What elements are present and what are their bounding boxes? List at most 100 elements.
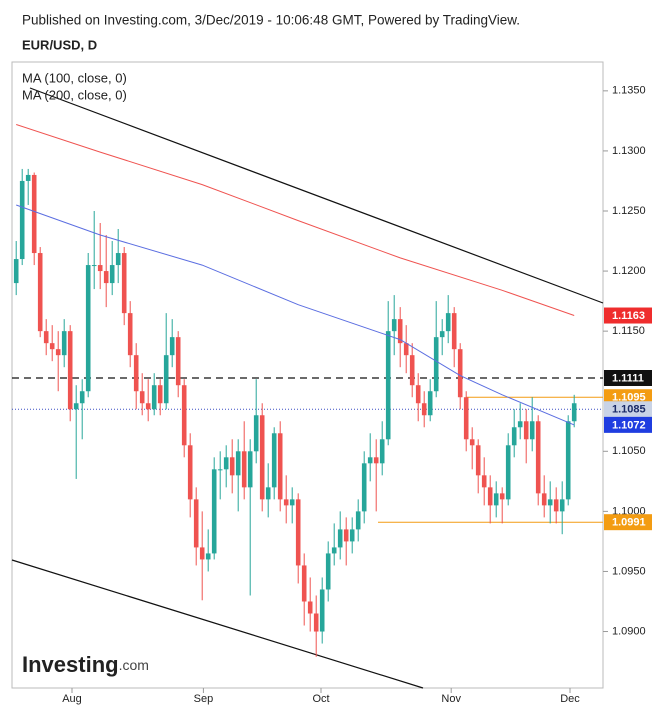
logo-suffix: .com [119, 657, 149, 673]
legend-entry: MA (100, close, 0) [22, 70, 127, 85]
candle-body [31, 174, 37, 254]
candle-body [385, 331, 391, 440]
candle-body [307, 601, 313, 614]
candle-body [25, 174, 31, 181]
candle-body [91, 265, 97, 267]
candle-body [337, 529, 343, 548]
x-tick-label: Oct [312, 693, 329, 705]
candle-body [241, 451, 247, 488]
price-label-box [604, 307, 652, 324]
trend-line [29, 87, 604, 304]
candle-body [283, 499, 289, 506]
candle-body [361, 463, 367, 512]
candle-body [121, 253, 127, 314]
candle-body [163, 355, 169, 404]
candle-body [523, 421, 529, 440]
candle-body [379, 439, 385, 464]
y-tick-label: 1.1350 [612, 85, 646, 97]
y-tick-label: 1.1300 [612, 145, 646, 157]
candle-body [529, 421, 535, 440]
candle-body [313, 613, 319, 632]
candle-body [553, 499, 559, 512]
candle-body [253, 415, 259, 452]
candle-body [325, 553, 331, 590]
candle-body [451, 313, 457, 350]
candle-body [79, 391, 85, 404]
candle-body [265, 487, 271, 500]
candle-body [535, 421, 541, 494]
price-label-box [604, 401, 652, 418]
candle-body [259, 415, 265, 500]
candle-body [469, 439, 475, 446]
candle-body [55, 349, 61, 356]
candle-body [157, 385, 163, 404]
candle-body [139, 391, 145, 404]
candle-body [559, 499, 565, 512]
price-label: 1.1111 [612, 372, 644, 384]
price-label-box [604, 370, 652, 387]
candle-body [97, 265, 103, 272]
candle-body [565, 421, 571, 500]
candle-body [109, 265, 115, 284]
candle-body [349, 529, 355, 542]
candle-body [133, 355, 139, 392]
candle-body [199, 547, 205, 560]
candle-body [169, 337, 175, 356]
candle-body [301, 565, 307, 602]
candle-body [175, 337, 181, 386]
candle-body [373, 457, 379, 464]
candle-body [181, 385, 187, 446]
candle-body [541, 493, 547, 506]
header: Published on Investing.com, 3/Dec/2019 -… [22, 13, 520, 28]
logo-name: Investing [22, 652, 119, 677]
candle-body [19, 180, 25, 260]
candle-body [505, 445, 511, 500]
candle-body [343, 529, 349, 542]
candle-body [439, 331, 445, 338]
candle-body [391, 319, 397, 332]
price-label-box [604, 416, 652, 433]
candle-body [151, 385, 157, 410]
candle-body [73, 403, 79, 410]
candle-body [409, 355, 415, 386]
candle-body [49, 343, 55, 350]
y-tick-label: 1.1250 [612, 205, 646, 217]
candle-body [13, 259, 19, 284]
candle-body [331, 547, 337, 554]
price-label-box [604, 389, 652, 406]
y-tick-label: 1.1050 [612, 445, 646, 457]
price-label: 1.1163 [612, 310, 645, 322]
candle-body [415, 385, 421, 404]
candle-body [223, 457, 229, 470]
candle-body [355, 511, 361, 530]
candle-body [85, 265, 91, 392]
candle-body [499, 493, 505, 500]
candle-body [403, 343, 409, 356]
moving-average [16, 124, 575, 316]
candle-body [145, 403, 151, 410]
candle-body [61, 331, 67, 356]
price-label-box [604, 514, 652, 531]
candle-body [367, 457, 373, 464]
candle-body [211, 469, 217, 554]
candle-body [67, 331, 73, 410]
candle-body [445, 313, 451, 332]
candle-body [115, 253, 121, 266]
candle-body [187, 445, 193, 500]
candle-body [277, 433, 283, 500]
moving-average [16, 204, 575, 426]
candle-body [481, 475, 487, 488]
candle-body [433, 337, 439, 392]
logo: Investing.com [22, 652, 149, 677]
candle-body [427, 391, 433, 416]
x-tick-label: Nov [441, 693, 461, 705]
candle-body [271, 433, 277, 488]
candle-body [421, 403, 427, 416]
candle-body [517, 421, 523, 428]
candle-body [493, 493, 499, 506]
candle-body [37, 253, 43, 332]
candle-body [295, 499, 301, 566]
x-tick-label: Sep [194, 693, 214, 705]
